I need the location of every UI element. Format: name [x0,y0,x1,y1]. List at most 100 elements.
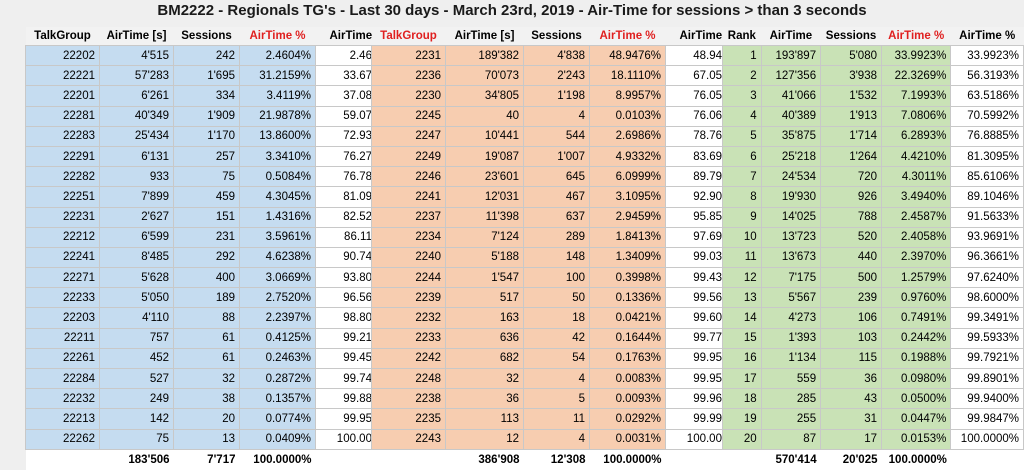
table-cell: 2.4604% [239,44,316,67]
table-cell: 1'695 [173,65,240,87]
table-cell: 5'188 [445,246,524,269]
table-cell: 40'349 [99,105,174,127]
table-cell: 2241 [371,186,446,208]
table-row: 2247 10'441 544 2.6986% 78.7632% [371,125,750,147]
table-cell: 0.7491% [880,307,952,329]
table-cell: 13 [173,428,240,450]
table-row: 7 24'534 720 4.3011% 85.6106% [722,166,1024,188]
table-cell: 0.1336% [589,287,666,309]
table-cell: 6.2893% [880,125,952,147]
table-row: 10 13'723 520 2.4058% 93.9691% [722,226,1024,248]
table-cell: 1'532 [820,85,882,107]
table-cell: 33.9923% [950,44,1024,67]
table-row: 18 285 43 0.0500% 99.9400% [722,388,1024,410]
table-cell: 18 [523,307,590,329]
column-header: TalkGroup [25,27,100,46]
table-cell: 22211 [25,327,100,349]
table-cell: 148 [523,246,590,269]
table-cell: 459 [173,186,240,208]
table-cell: 0.0083% [589,367,666,390]
table-cell: 43 [820,388,882,410]
table-cell: 0.0153% [880,428,952,450]
table-cell: 113 [445,408,524,430]
table-cell: 9 [722,206,762,228]
table-cell: 22282 [25,166,100,188]
table-cell: 12 [722,267,762,289]
table-cell: 4'838 [523,44,590,67]
table-cell: 500 [820,267,882,289]
table-cell: 4 [523,367,590,390]
table-cell: 2232 [371,307,446,329]
table-cell: 0.0093% [589,388,666,410]
table-cell: 22203 [25,307,100,329]
table-cell: 255 [760,408,822,430]
totals-row: 570'414 20'025 100.0000% [722,449,1024,470]
table-cell: 76.8885% [950,125,1024,147]
table-row: 2234 7'124 289 1.8413% 97.6930% [371,226,750,248]
table-cell: 2234 [371,226,446,248]
column-header: AirTime % [589,27,666,46]
table-cell: 75 [173,166,240,188]
table-cell: 99.7921% [950,347,1024,370]
table-row: 2240 5'188 148 1.3409% 99.0339% [371,246,750,269]
table-cell: 106 [820,307,882,329]
table-cell: 21.9878% [239,105,316,127]
table-row: 9 14'025 788 2.4587% 91.5633% [722,206,1024,228]
table-cell: 2.3970% [880,246,952,269]
table-row: 19 255 31 0.0447% 99.9847% [722,408,1024,430]
table-cell: 19'087 [445,145,524,168]
table-cell: 2.7520% [239,287,316,309]
table-cell: 239 [820,287,882,309]
table-cell: 757 [99,327,174,349]
table-cell: 35'875 [760,125,822,147]
table-cell: 100 [523,267,590,289]
table-row: 22233 5'050 189 2.7520% 96.5603% [25,287,400,309]
table-cell: 636 [445,327,524,349]
table-cell: 56.3193% [950,65,1024,87]
table-cell: 0.1988% [880,347,952,370]
table-cell: 22283 [25,125,100,147]
table-bm2222: TalkGroup AirTime [s] Sessions AirTime % Air… [25,27,400,470]
table-cell: 7 [722,166,762,188]
table-row: 22251 7'899 459 4.3045% 81.0900% [25,186,400,208]
table-cell: 2246 [371,166,446,188]
table-row: 2243 12 4 0.0031% 100.0000% [371,428,750,450]
column-header: Sessions [173,27,240,46]
table-cell: 32 [445,367,524,390]
table-cell: 10 [722,226,762,248]
table-cell: 20 [722,428,762,450]
table-cell: 75 [99,428,174,450]
table-cell: 4.6238% [239,246,316,269]
table-row: 2249 19'087 1'007 4.9332% 83.6964% [371,145,750,168]
table-cell: 0.0421% [589,307,666,329]
table-cell: 127'356 [760,65,822,87]
table-cell: 12 [445,428,524,450]
table-cell: 7'124 [445,226,524,248]
table-cell: 0.1763% [589,347,666,370]
table-cell: 11'398 [445,206,524,228]
total-cell: 386'908 [445,449,524,470]
table-cell: 4 [523,105,590,127]
table-cell: 115 [820,347,882,370]
table-cell: 19'930 [760,186,822,208]
table-row: 22203 4'110 88 2.2397% 98.8000% [25,307,400,329]
table-cell: 22281 [25,105,100,127]
table-cell: 5'567 [760,287,822,309]
total-cell [371,449,446,470]
table-cell: 0.2872% [239,367,316,390]
table-cell: 13 [722,287,762,309]
table-cell: 42 [523,327,590,349]
total-cell: 183'506 [99,449,174,470]
table-cell: 189'382 [445,44,524,67]
table-row: 2241 12'031 467 3.1095% 92.9058% [371,186,750,208]
table-cell: 103 [820,327,882,349]
table-cell: 5 [523,388,590,410]
table-cell: 8 [722,186,762,208]
table-cell: 4 [523,428,590,450]
table-row: 2231 189'382 4'838 48.9476% 48.9476% [371,44,750,67]
table-cell: 1.3409% [589,246,666,269]
table-cell: 22231 [25,206,100,228]
total-cell [722,449,762,470]
table-cell: 22213 [25,408,100,430]
table-cell: 520 [820,226,882,248]
